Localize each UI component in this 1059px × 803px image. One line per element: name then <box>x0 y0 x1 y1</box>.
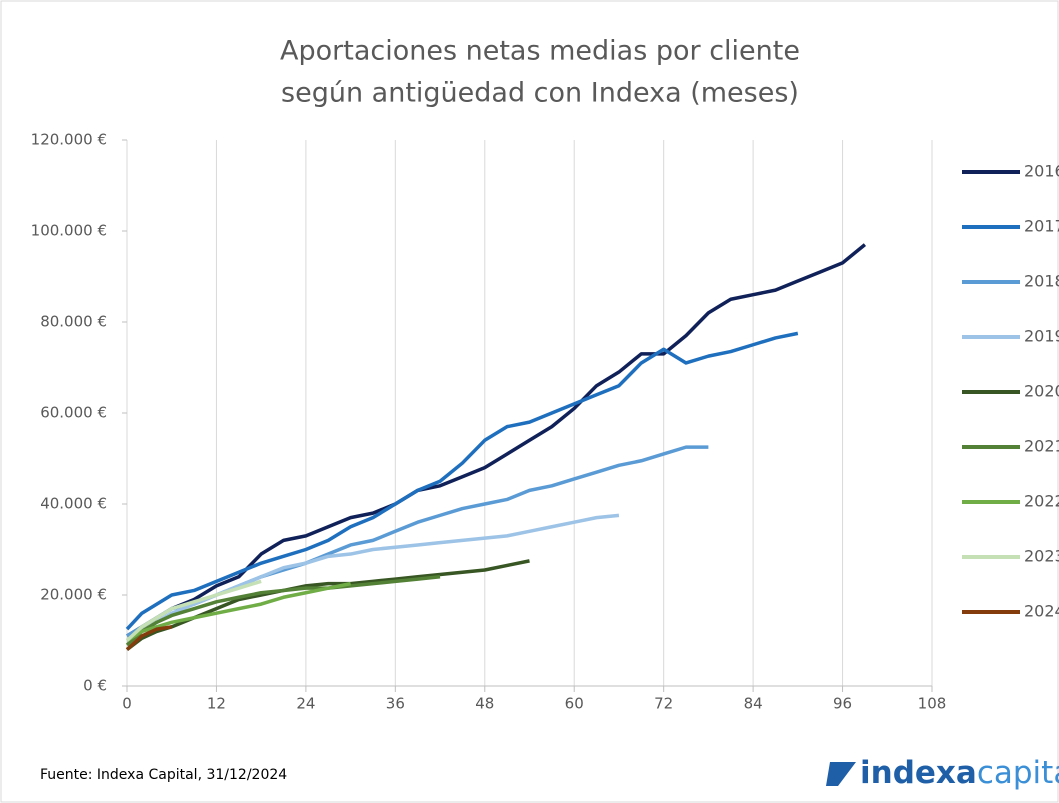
chart-title: Aportaciones netas medias por cliente <box>280 36 800 67</box>
x-tick-label: 60 <box>565 695 584 713</box>
logo-light: capital <box>977 755 1059 791</box>
x-tick-label: 0 <box>122 695 132 713</box>
series-line <box>125 559 530 651</box>
legend-label: 2023 <box>1024 547 1059 566</box>
x-tick-label: 48 <box>475 695 494 713</box>
y-tick-label: 60.000 € <box>40 404 107 422</box>
x-tick-label: 24 <box>296 695 315 713</box>
logo-icon <box>826 762 856 786</box>
legend-label: 2024 <box>1024 602 1059 621</box>
y-tick-label: 120.000 € <box>31 131 107 149</box>
series-line <box>125 575 441 647</box>
x-tick-label: 12 <box>207 695 226 713</box>
series-line <box>126 243 867 638</box>
x-tick-label: 108 <box>918 695 947 713</box>
footer: Fuente: Indexa Capital, 31/12/2024 <box>40 767 287 783</box>
legend-label: 2016 <box>1024 162 1059 181</box>
chart-title: según antigüedad con Indexa (meses) <box>281 78 799 109</box>
y-tick-label: 0 € <box>83 677 107 695</box>
y-tick-label: 40.000 € <box>40 495 107 513</box>
x-tick-label: 72 <box>654 695 673 713</box>
series-line <box>125 579 262 642</box>
x-tick-label: 36 <box>386 695 405 713</box>
y-tick-label: 100.000 € <box>31 222 107 240</box>
logo-bold: indexa <box>860 755 977 791</box>
x-tick-label: 84 <box>744 695 763 713</box>
series-line <box>126 581 351 642</box>
y-tick-label: 80.000 € <box>40 313 107 331</box>
y-tick-label: 20.000 € <box>40 586 107 604</box>
logo-text: indexacapital <box>860 755 1059 791</box>
series-line <box>125 331 799 631</box>
legend-label: 2017 <box>1024 217 1059 236</box>
legend-label: 2018 <box>1024 272 1059 291</box>
series-line <box>126 513 620 642</box>
legend-label: 2019 <box>1024 327 1059 346</box>
series-line <box>125 625 172 651</box>
legend-label: 2020 <box>1024 382 1059 401</box>
x-tick-label: 96 <box>833 695 852 713</box>
legend-label: 2021 <box>1024 437 1059 456</box>
logo: indexacapital <box>826 755 1059 791</box>
